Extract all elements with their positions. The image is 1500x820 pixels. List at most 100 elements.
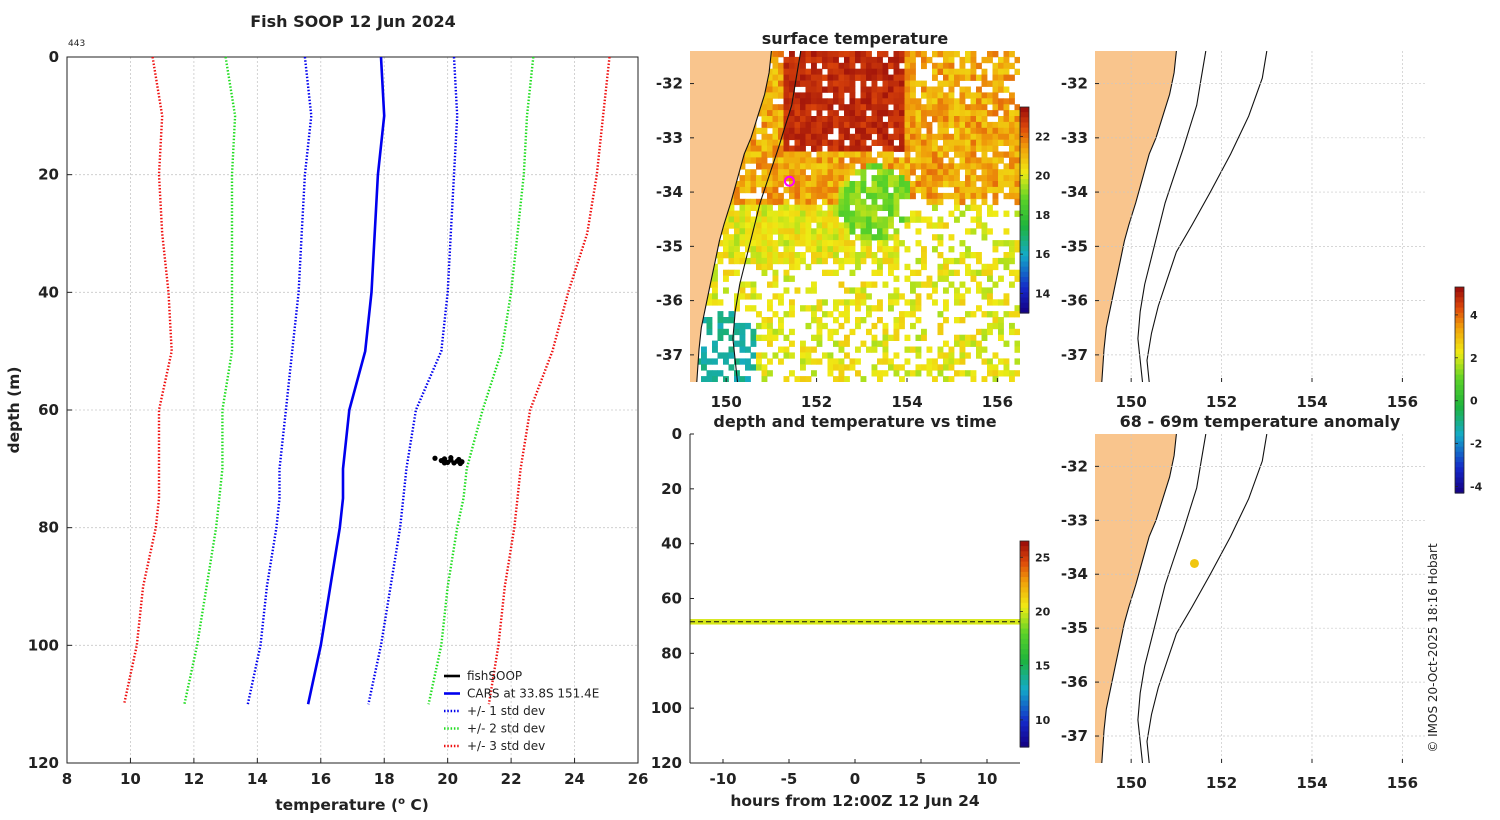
sst-cell xyxy=(921,133,927,141)
sst-cell xyxy=(871,346,878,353)
blank-xtick-label: 152 xyxy=(1206,393,1237,411)
sst-cell xyxy=(756,240,762,247)
sst-cell xyxy=(987,293,993,300)
sst-cell xyxy=(728,240,735,247)
profile-xtick-label: 14 xyxy=(247,770,268,788)
sst-cell xyxy=(888,74,894,81)
sst-cell xyxy=(723,275,729,282)
sst-cell xyxy=(745,376,751,382)
sst-cell xyxy=(954,110,960,117)
sst-colorbar-tick-label: 18 xyxy=(1035,209,1050,222)
sst-cell xyxy=(783,346,790,353)
sst-cell xyxy=(904,80,911,87)
sst-cell xyxy=(954,287,960,294)
sst-cell xyxy=(712,340,718,347)
sst-cell xyxy=(866,234,872,241)
sst-cell xyxy=(882,358,889,365)
sst-cell xyxy=(1014,328,1020,336)
sst-cell xyxy=(893,192,900,200)
sst-cell xyxy=(827,234,834,241)
sst-cell xyxy=(976,74,982,81)
sst-cell xyxy=(1003,210,1010,217)
sst-cell xyxy=(937,198,944,206)
sst-cell xyxy=(981,68,988,75)
sst-colorbar-segment xyxy=(1020,143,1029,149)
blank-xtick-label: 154 xyxy=(1296,393,1327,411)
sst-cell xyxy=(992,68,999,75)
anomaly-colorbar-segment xyxy=(1455,359,1464,365)
anom-isobath-deep xyxy=(1146,434,1268,763)
sst-cell xyxy=(882,110,889,117)
sst-cell xyxy=(937,151,944,158)
sst-cell xyxy=(761,252,768,259)
sst-cell xyxy=(723,240,729,247)
sst-cell xyxy=(855,204,861,211)
sst-cell xyxy=(970,145,977,152)
sst-cell xyxy=(712,358,718,365)
sst-cell xyxy=(970,311,977,318)
sst-cell xyxy=(959,257,966,265)
sst-cell xyxy=(745,145,751,152)
sst-cell xyxy=(871,204,878,211)
sst-cell xyxy=(778,299,784,306)
sst-cell xyxy=(959,157,966,164)
sst-ytick-label: -35 xyxy=(656,237,683,255)
sst-cell xyxy=(805,222,812,229)
sst-cell xyxy=(822,228,828,235)
sst-cell xyxy=(805,56,812,64)
sst-cell xyxy=(915,51,922,58)
sst-cell xyxy=(767,181,773,188)
blank-isobath-deep xyxy=(1146,51,1268,382)
sst-cell xyxy=(992,92,999,99)
sst-cell xyxy=(849,92,856,99)
sst-cell xyxy=(882,370,889,377)
sst-cell xyxy=(844,163,850,170)
sst-cell xyxy=(1014,358,1020,365)
sst-cell xyxy=(937,252,944,259)
sst-cell xyxy=(910,269,916,276)
sst-cell xyxy=(998,127,1004,135)
sst-cell xyxy=(899,240,905,247)
sst-cell xyxy=(998,317,1004,324)
sst-cell xyxy=(970,56,977,64)
sst-cell xyxy=(761,263,768,271)
sst-cell xyxy=(838,74,845,81)
sst-cell xyxy=(866,104,872,111)
sst-cell xyxy=(805,116,812,123)
sst-cell xyxy=(728,257,735,265)
sst-cell xyxy=(860,317,867,324)
fishsoop-point xyxy=(448,455,454,461)
sst-cell xyxy=(943,68,949,75)
sst-cell xyxy=(1009,163,1015,170)
sst-cell xyxy=(904,358,911,365)
sst-cell xyxy=(745,186,751,194)
sst-cell xyxy=(948,246,955,253)
sst-cell xyxy=(800,68,806,75)
sst-cell xyxy=(888,210,894,217)
sst-cell xyxy=(794,222,801,229)
sst-cell xyxy=(893,181,900,188)
sst-cell xyxy=(822,269,828,276)
sst-cell xyxy=(833,186,839,194)
anom-ytick-label: -37 xyxy=(1061,727,1088,745)
sst-cell xyxy=(734,234,740,241)
depth-time-colorbar-segment xyxy=(1020,741,1029,748)
sst-cell xyxy=(981,133,988,141)
sst-cell xyxy=(943,163,949,170)
sst-cell xyxy=(904,157,911,164)
sst-cell xyxy=(921,364,927,371)
sst-cell xyxy=(1003,257,1010,265)
sst-cell xyxy=(750,222,757,229)
sst-cell xyxy=(789,216,795,223)
sst-cell xyxy=(1014,104,1020,111)
sst-cell xyxy=(827,246,834,253)
sst-cell xyxy=(756,157,762,164)
fishsoop-point xyxy=(441,456,448,462)
sst-cell xyxy=(937,216,944,223)
sst-cell xyxy=(805,287,812,294)
sst-cell xyxy=(877,163,883,170)
depth-time-colorbar-segment xyxy=(1020,695,1029,702)
sst-cell xyxy=(1009,246,1015,253)
sst-cell xyxy=(888,334,894,341)
sst-cell xyxy=(932,62,938,70)
